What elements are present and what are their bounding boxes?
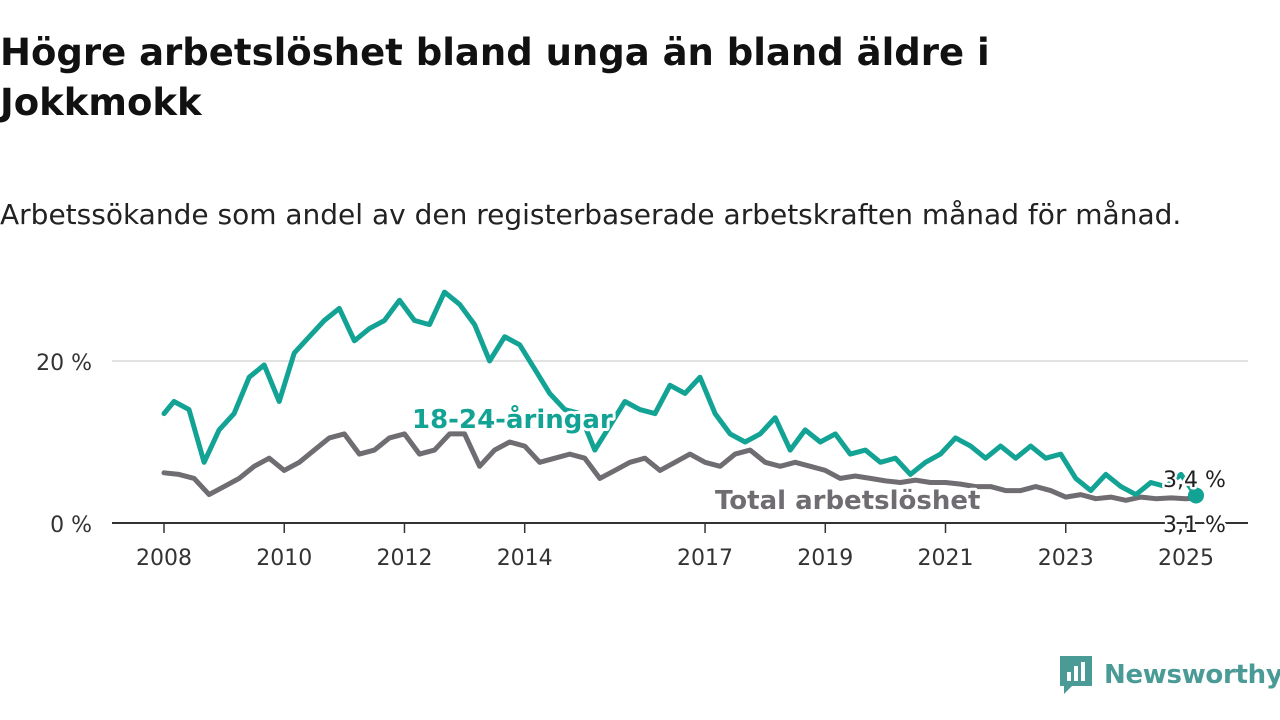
x-tick-label: 2023 bbox=[1038, 546, 1094, 571]
series-label-youth: 18-24-åringar bbox=[412, 403, 613, 435]
series-end-marker bbox=[1188, 487, 1204, 504]
chart-subtitle: Arbetssökande som andel av den registerb… bbox=[0, 198, 1182, 231]
series-line-total bbox=[161, 431, 1199, 503]
y-tick-label: 0 % bbox=[50, 513, 92, 538]
chart-title: Högre arbetslöshet bland unga än bland ä… bbox=[0, 31, 990, 124]
x-tick-label: 2021 bbox=[918, 546, 974, 571]
x-tick-label: 2025 bbox=[1158, 546, 1214, 571]
axes: 0 % 20 % 2008 2010 2012 2014 2017 2019 2021 2023 2… bbox=[36, 351, 1248, 571]
y-tick-label: 20 % bbox=[36, 351, 92, 376]
end-label-youth: 3,4 % bbox=[1163, 468, 1226, 493]
series-label-total: Total arbetslöshet bbox=[715, 486, 980, 516]
brand-name: Newsworthy bbox=[1104, 660, 1280, 690]
x-tick-label: 2019 bbox=[797, 546, 853, 571]
brand: Newsworthy bbox=[1058, 654, 1280, 696]
series-lines bbox=[161, 289, 1204, 504]
x-tick-label: 2010 bbox=[256, 546, 312, 571]
x-tick-label: 2014 bbox=[497, 546, 553, 571]
newsworthy-logo-icon bbox=[1060, 656, 1092, 694]
x-tick-label: 2012 bbox=[376, 546, 432, 571]
series-labels: 18-24-åringar Total arbetslöshet 3,4 % 3,1 … bbox=[409, 400, 1228, 541]
x-tick-label: 2017 bbox=[677, 546, 733, 571]
end-label-total: 3,1 % bbox=[1163, 513, 1226, 538]
x-tick-label: 2008 bbox=[136, 546, 192, 571]
series-line-youth bbox=[161, 289, 1199, 498]
